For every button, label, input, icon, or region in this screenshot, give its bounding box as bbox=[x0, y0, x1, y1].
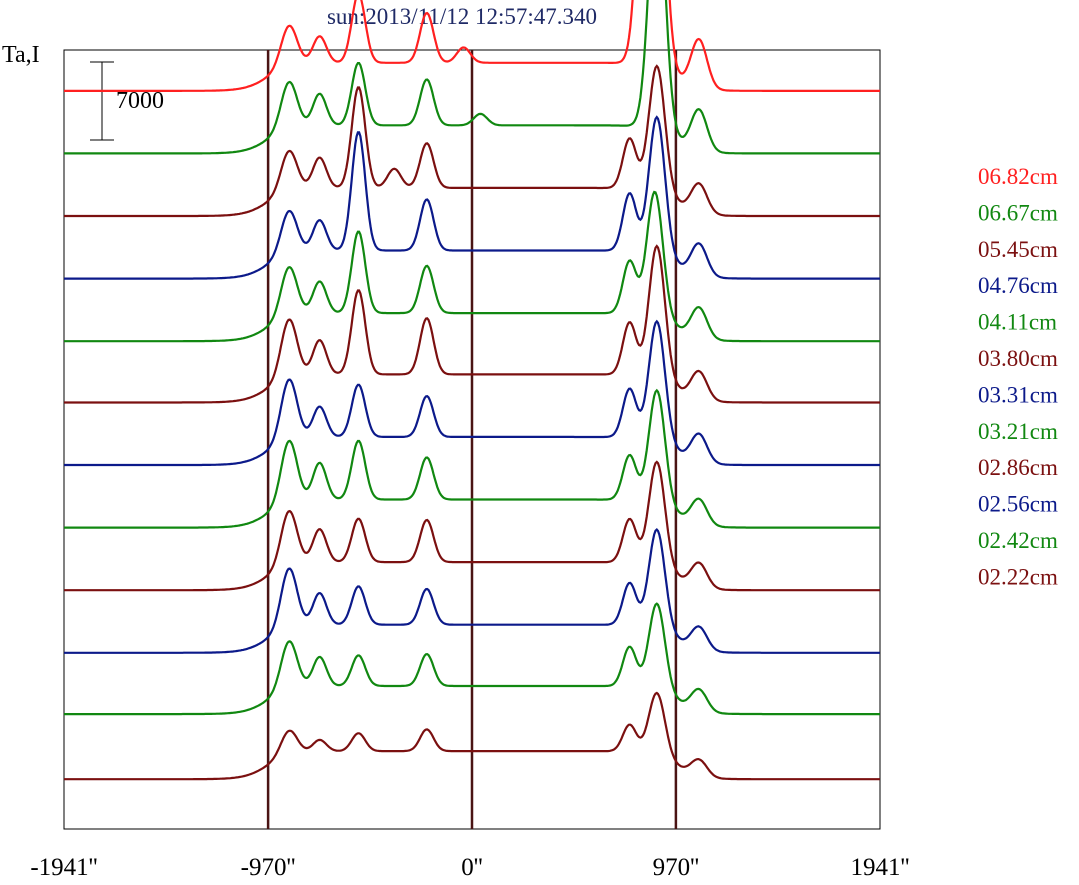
scale-bar: 7000 bbox=[90, 61, 164, 141]
legend-entry-1: 06.67cm bbox=[978, 200, 1058, 225]
legend-entry-4: 04.11cm bbox=[978, 310, 1057, 335]
legend-entry-3: 04.76cm bbox=[978, 273, 1058, 298]
chart-title: sun:2013/11/12 12:57:47.340 bbox=[327, 4, 597, 29]
scale-bar-label: 7000 bbox=[116, 88, 164, 114]
legend-entry-10: 02.42cm bbox=[978, 528, 1058, 553]
series-line-2 bbox=[64, 64, 880, 218]
series-line-11 bbox=[64, 691, 880, 781]
x-tick-label-4: 1941'' bbox=[850, 854, 909, 881]
legend-entry-0: 06.82cm bbox=[978, 164, 1058, 189]
series-line-10 bbox=[64, 602, 880, 716]
series-line-9 bbox=[64, 528, 880, 654]
series-line-3 bbox=[64, 115, 880, 280]
x-tick-label-3: 970'' bbox=[653, 854, 700, 881]
series-line-0 bbox=[64, 0, 880, 92]
legend-entry-6: 03.31cm bbox=[978, 382, 1058, 407]
y-axis-label: Ta,I bbox=[2, 42, 40, 68]
series-line-1 bbox=[64, 0, 880, 155]
legend-entry-5: 03.80cm bbox=[978, 346, 1058, 371]
legend-entry-2: 05.45cm bbox=[978, 237, 1058, 262]
series-line-8 bbox=[64, 460, 880, 592]
legend-entry-8: 02.86cm bbox=[978, 455, 1058, 480]
x-tick-label-2: 0'' bbox=[461, 854, 483, 881]
series-line-5 bbox=[64, 244, 880, 404]
series-line-6 bbox=[64, 319, 880, 467]
legend-entry-11: 02.22cm bbox=[978, 564, 1058, 589]
legend-entry-7: 03.21cm bbox=[978, 419, 1058, 444]
x-tick-label-0: -1941'' bbox=[30, 854, 97, 881]
legend-entry-9: 02.56cm bbox=[978, 492, 1058, 517]
series-line-4 bbox=[64, 190, 880, 343]
x-tick-label-1: -970'' bbox=[241, 854, 296, 881]
series-line-7 bbox=[64, 388, 880, 529]
